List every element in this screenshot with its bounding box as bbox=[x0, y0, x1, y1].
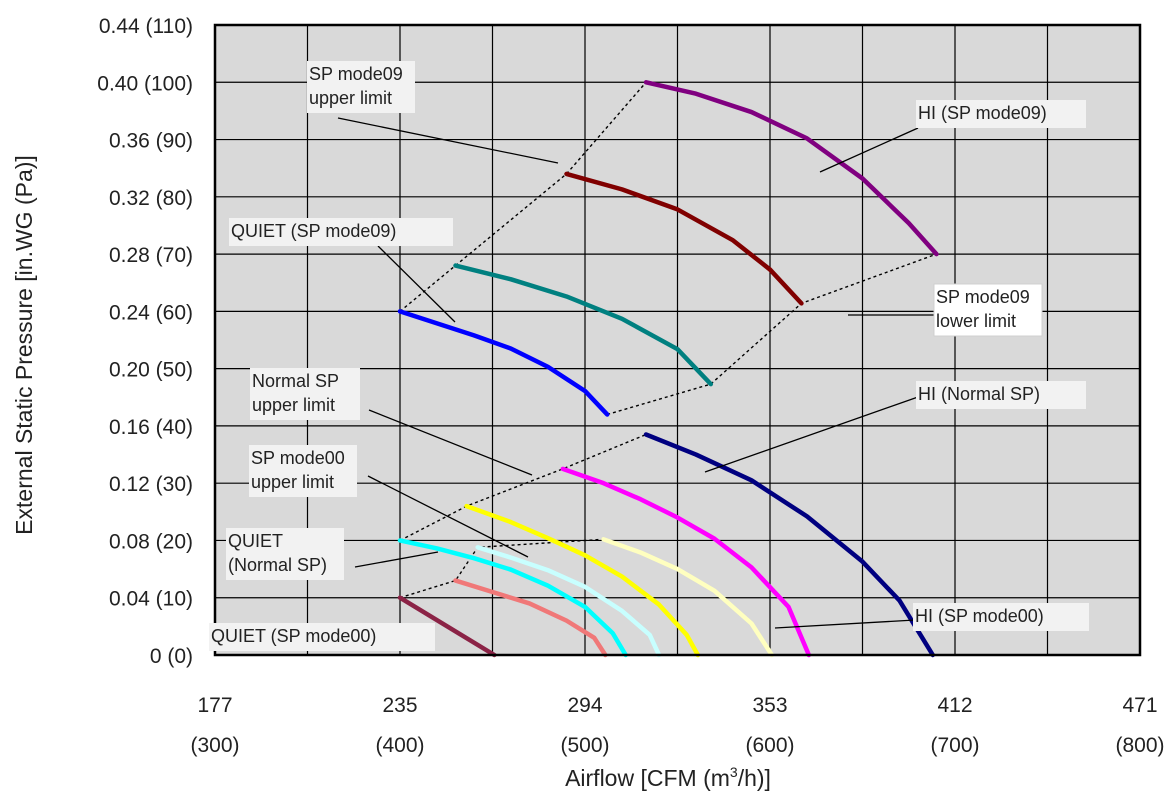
grid-lines bbox=[215, 25, 1140, 655]
annotation-labels: SP mode09 upper limit HI (SP mode09) QUIET … bbox=[209, 61, 1089, 651]
series-line bbox=[464, 503, 701, 658]
x-tick-label-cfm: 412 bbox=[937, 694, 972, 717]
annotation-box bbox=[250, 368, 360, 420]
annotation-text: HI (Normal SP) bbox=[918, 384, 1040, 404]
annotation-text: upper limit bbox=[252, 395, 335, 415]
x-tick-label-cfm: 177 bbox=[197, 694, 232, 717]
x-tick-label-cfm: 235 bbox=[382, 694, 417, 717]
annotation-text: Normal SP bbox=[252, 371, 339, 391]
series-line bbox=[397, 595, 497, 658]
annotation-box bbox=[916, 381, 1086, 409]
plot-frame bbox=[213, 23, 1142, 657]
x-axis-title: Airflow [CFM (m3/h)] bbox=[565, 764, 771, 791]
y-tick-label: 0.32 (80) bbox=[109, 187, 193, 210]
annotation-text: upper limit bbox=[309, 88, 392, 108]
annotation-text: HI (SP mode00) bbox=[915, 606, 1044, 626]
annotation-leader bbox=[819, 127, 919, 173]
y-tick-label: 0.24 (60) bbox=[109, 301, 193, 324]
x-tick-label-cfm: 353 bbox=[752, 694, 787, 717]
y-tick-label: 0.20 (50) bbox=[109, 359, 193, 382]
x-tick-label-m3h: (300) bbox=[190, 734, 239, 757]
limit-line bbox=[399, 81, 647, 312]
annotation-text: (Normal SP) bbox=[228, 555, 327, 575]
series-line bbox=[453, 578, 608, 658]
annotation-box bbox=[209, 623, 435, 651]
annotation-box bbox=[913, 603, 1089, 631]
y-tick-labels: 0 (0) 0.04 (10) 0.08 (20) 0.12 (30) 0.16 (40… bbox=[97, 15, 193, 668]
annotation-text: SP mode09 bbox=[309, 64, 403, 84]
annotation-leader bbox=[368, 409, 533, 476]
annotation-text: lower limit bbox=[936, 311, 1016, 331]
annotation-text: upper limit bbox=[251, 472, 334, 492]
series-line bbox=[564, 171, 804, 306]
annotation-text: SP mode09 bbox=[936, 287, 1030, 307]
limit-line bbox=[607, 253, 937, 416]
y-tick-label: 0.12 (30) bbox=[109, 473, 193, 496]
annotation-box bbox=[229, 218, 453, 246]
series-line bbox=[601, 537, 775, 658]
x-tick-label-m3h: (800) bbox=[1115, 734, 1164, 757]
annotation-leader bbox=[377, 245, 456, 323]
series-line bbox=[397, 309, 610, 417]
y-tick-label: 0.08 (20) bbox=[109, 530, 193, 553]
y-axis-title: External Static Pressure [in.WG (Pa)] bbox=[11, 155, 37, 535]
limit-lines bbox=[399, 81, 937, 599]
y-tick-label: 0.40 (100) bbox=[97, 72, 193, 95]
series-line bbox=[397, 538, 628, 658]
y-tick-label: 0.28 (70) bbox=[109, 244, 193, 267]
y-tick-label: 0.04 (10) bbox=[109, 588, 193, 611]
series-line bbox=[453, 263, 714, 387]
series-line bbox=[643, 80, 939, 257]
x-tick-label-m3h: (500) bbox=[560, 734, 609, 757]
annotation-text: HI (SP mode09) bbox=[918, 103, 1047, 123]
annotation-box bbox=[307, 61, 415, 113]
annotation-leaders bbox=[337, 117, 936, 629]
annotation-leader bbox=[367, 475, 529, 558]
annotation-text: QUIET bbox=[228, 531, 283, 551]
annotation-text: QUIET (SP mode09) bbox=[231, 221, 396, 241]
y-tick-label: 0.36 (90) bbox=[109, 130, 193, 153]
annotation-box bbox=[249, 445, 357, 497]
y-tick-label: 0.16 (40) bbox=[109, 416, 193, 439]
x-tick-labels: 177 (300) 235 (400) 294 (500) 353 (600) 412 (700)… bbox=[190, 694, 1164, 757]
series-group bbox=[397, 80, 939, 658]
x-tick-label-cfm: 294 bbox=[567, 694, 602, 717]
annotation-box bbox=[916, 100, 1086, 128]
annotation-box bbox=[933, 283, 1043, 337]
x-tick-label-m3h: (600) bbox=[745, 734, 794, 757]
limit-line bbox=[399, 433, 647, 542]
annotation-leader bbox=[774, 619, 916, 629]
x-tick-label-m3h: (400) bbox=[375, 734, 424, 757]
annotation-box bbox=[226, 528, 344, 580]
y-tick-label: 0 (0) bbox=[150, 645, 193, 668]
limit-line bbox=[399, 538, 604, 599]
series-line bbox=[475, 545, 662, 658]
annotation-text: QUIET (SP mode00) bbox=[211, 626, 376, 646]
x-tick-label-m3h: (700) bbox=[930, 734, 979, 757]
series-line bbox=[560, 466, 812, 658]
y-tick-label: 0.44 (110) bbox=[99, 15, 193, 38]
annotation-leader bbox=[704, 396, 919, 473]
annotation-text: SP mode00 bbox=[251, 448, 345, 468]
annotation-leader bbox=[354, 551, 439, 568]
annotation-leader bbox=[337, 117, 559, 164]
x-tick-label-cfm: 471 bbox=[1122, 694, 1157, 717]
series-line bbox=[643, 432, 936, 658]
